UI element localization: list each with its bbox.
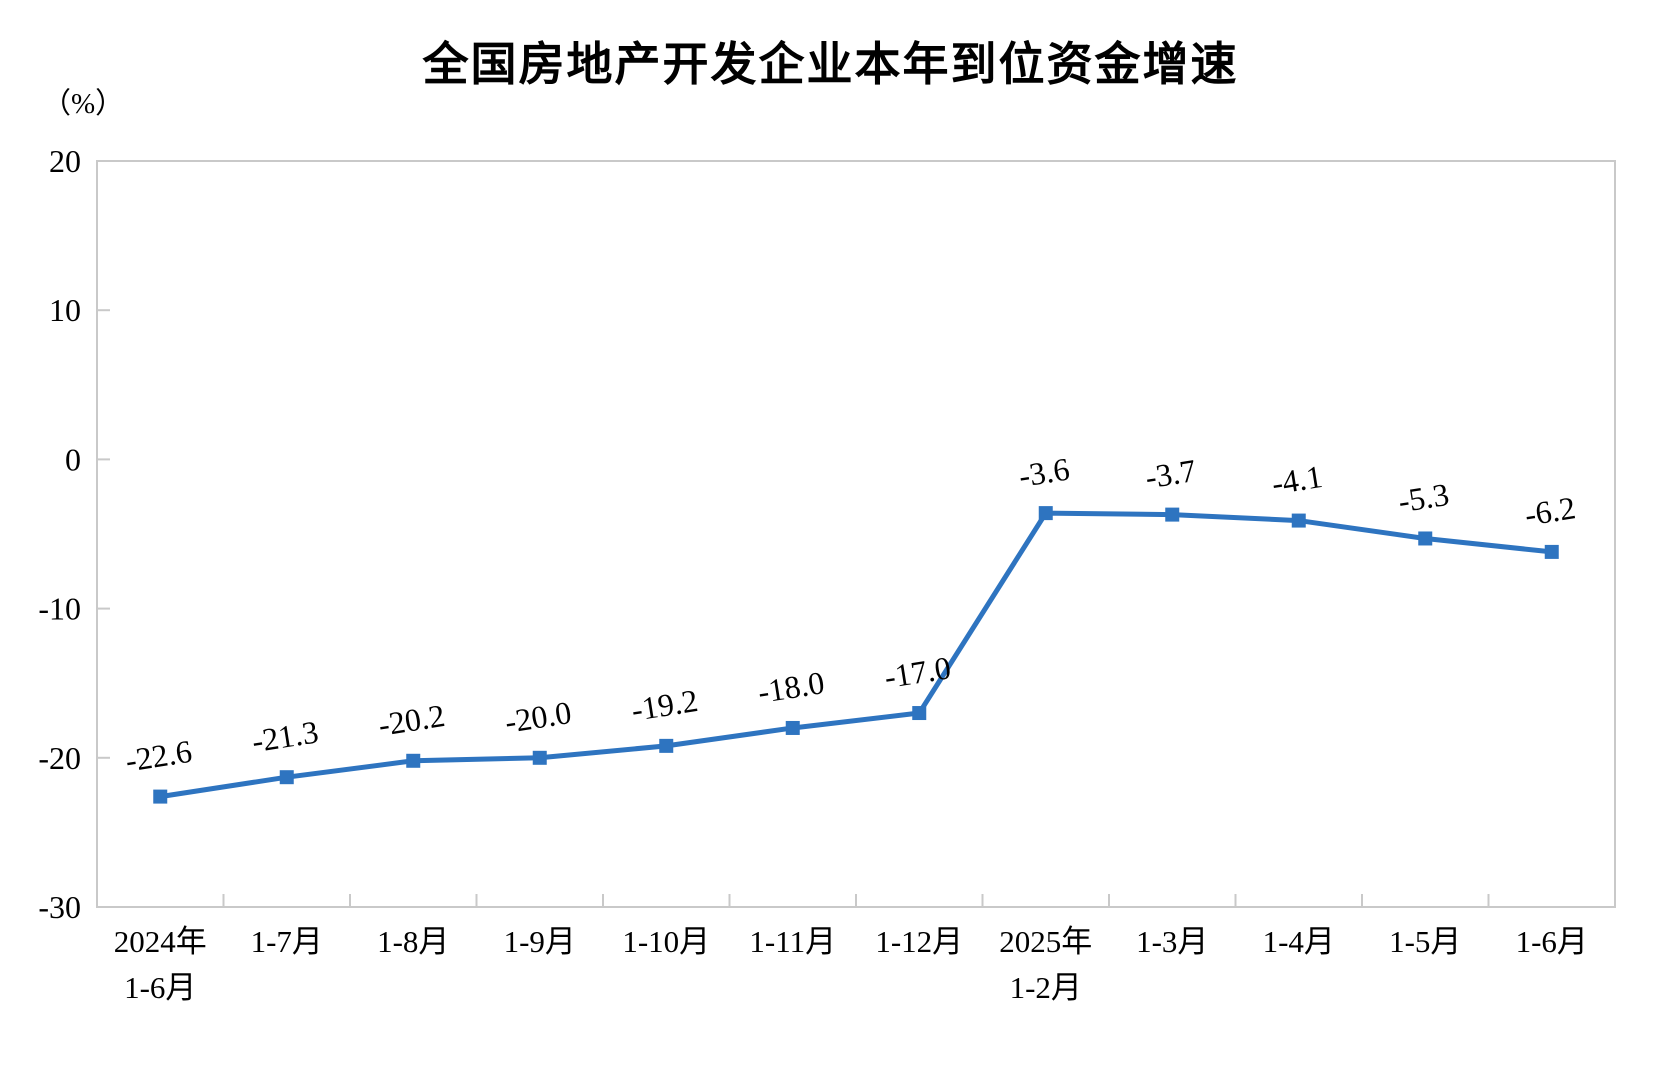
data-point-label: -20.2 bbox=[376, 697, 447, 743]
data-point-label: -3.6 bbox=[1016, 451, 1072, 494]
y-axis-tick-label: 10 bbox=[49, 292, 81, 328]
x-axis-tick-label: 1-4月 bbox=[1263, 924, 1335, 959]
data-point-label: -19.2 bbox=[629, 682, 700, 728]
x-axis-tick-label: 1-8月 bbox=[377, 924, 449, 959]
x-axis-tick-label: 1-6月 bbox=[124, 970, 196, 1005]
x-axis-tick-label: 1-7月 bbox=[251, 924, 323, 959]
data-point bbox=[1291, 513, 1306, 528]
data-point-label: -21.3 bbox=[249, 713, 320, 759]
data-point-label: -18.0 bbox=[755, 664, 826, 710]
y-axis-tick-label: -20 bbox=[38, 740, 81, 776]
chart-title: 全国房地产开发企业本年到位资金增速 bbox=[422, 38, 1239, 90]
data-point-label: -3.7 bbox=[1143, 452, 1199, 495]
data-point-label: -6.2 bbox=[1522, 489, 1578, 532]
data-point-label: -4.1 bbox=[1269, 458, 1325, 501]
y-axis-tick-label: -30 bbox=[38, 889, 81, 925]
y-axis-unit-label: （%） bbox=[42, 88, 125, 120]
x-axis-tick-label: 2024年 bbox=[114, 924, 207, 959]
data-point bbox=[279, 770, 294, 785]
data-point-label: -22.6 bbox=[123, 733, 194, 779]
data-point-label: -17.0 bbox=[882, 649, 953, 695]
data-point bbox=[1038, 506, 1053, 521]
x-axis-tick-label: 2025年 bbox=[999, 924, 1092, 959]
x-axis-tick-label: 1-6月 bbox=[1516, 924, 1588, 959]
data-point bbox=[532, 750, 547, 765]
trend-line bbox=[157, 510, 1555, 800]
x-axis-tick-label: 1-10月 bbox=[622, 924, 710, 959]
data-point bbox=[1165, 507, 1180, 522]
x-axis-tick-label: 1-11月 bbox=[749, 924, 836, 959]
data-point bbox=[659, 738, 674, 753]
x-axis-tick-label: 1-9月 bbox=[504, 924, 576, 959]
y-axis-tick-label: -10 bbox=[38, 591, 81, 627]
data-point bbox=[1544, 544, 1559, 559]
data-point-label: -20.0 bbox=[502, 694, 573, 740]
data-point-label: -5.3 bbox=[1396, 476, 1452, 519]
y-axis-tick-label: 20 bbox=[49, 143, 81, 179]
x-axis-tick-label: 1-5月 bbox=[1389, 924, 1461, 959]
x-axis-tick-label: 1-12月 bbox=[875, 924, 963, 959]
x-axis-tick-label: 1-2月 bbox=[1010, 970, 1082, 1005]
data-point bbox=[785, 720, 800, 735]
data-point bbox=[1418, 531, 1433, 546]
data-point bbox=[153, 789, 168, 804]
data-point bbox=[912, 706, 927, 721]
y-axis-tick-label: 0 bbox=[65, 441, 81, 477]
data-point bbox=[406, 753, 421, 768]
x-axis-tick-label: 1-3月 bbox=[1136, 924, 1208, 959]
